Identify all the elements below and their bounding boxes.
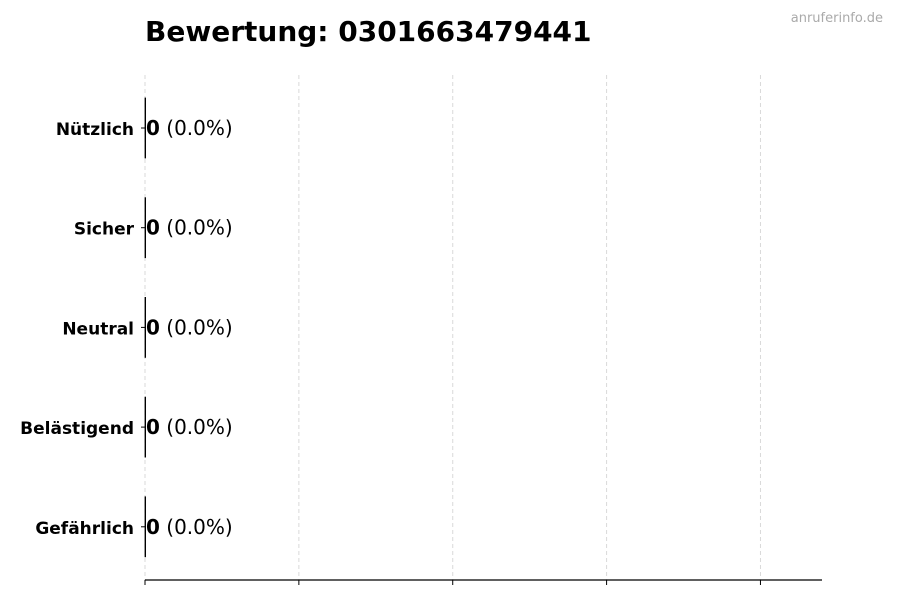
watermark: anruferinfo.de	[791, 11, 883, 26]
value-percent: (0.0%)	[160, 415, 233, 439]
category-label: Belästigend	[20, 419, 134, 439]
value-label: 0 (0.0%)	[146, 116, 233, 140]
value-label: 0 (0.0%)	[146, 315, 233, 339]
category-label: Gefährlich	[35, 519, 134, 539]
value-label: 0 (0.0%)	[146, 515, 233, 539]
value-percent: (0.0%)	[160, 315, 233, 339]
value-percent: (0.0%)	[160, 116, 233, 140]
chart-title: Bewertung: 0301663479441	[145, 15, 592, 48]
value-percent: (0.0%)	[160, 216, 233, 240]
value-count: 0	[146, 515, 160, 539]
category-label: Sicher	[74, 220, 135, 240]
value-count: 0	[146, 415, 160, 439]
value-count: 0	[146, 315, 160, 339]
value-count: 0	[146, 216, 160, 240]
value-label: 0 (0.0%)	[146, 216, 233, 240]
value-percent: (0.0%)	[160, 515, 233, 539]
category-label: Neutral	[62, 319, 134, 339]
value-label: 0 (0.0%)	[146, 415, 233, 439]
value-count: 0	[146, 116, 160, 140]
category-label: Nützlich	[56, 120, 134, 140]
